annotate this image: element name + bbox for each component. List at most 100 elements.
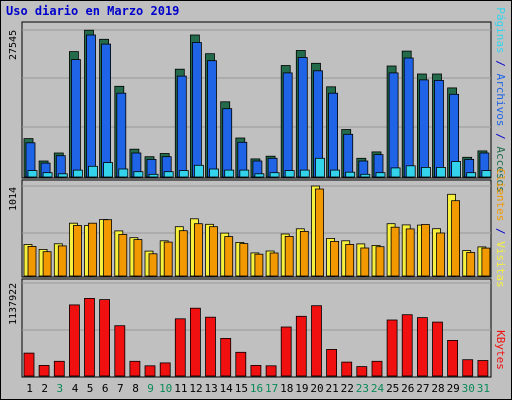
- xtick-day-11: 11: [174, 382, 187, 395]
- xtick-day-8: 8: [132, 382, 139, 395]
- xtick-day-4: 4: [72, 382, 79, 395]
- bar-visits-clientes-18: [284, 235, 294, 277]
- bar-visits-clientes-5: [88, 222, 97, 277]
- bar-visits-clientes-27: [420, 224, 430, 277]
- side-label-hits-part-3: /: [494, 126, 507, 146]
- bar-hits-archivos-21: [328, 92, 339, 178]
- bar-hits-pginas-25: [390, 167, 401, 178]
- xtick-day-3: 3: [56, 382, 63, 395]
- bar-visits-clientes-11: [178, 230, 188, 277]
- xtick-day-18: 18: [280, 382, 293, 395]
- bar-hits-pginas-29: [451, 161, 462, 178]
- bar-hits-pginas-3: [57, 173, 68, 178]
- xtick-day-16: 16: [250, 382, 263, 395]
- bar-kbytes-kbytes-8: [129, 360, 141, 377]
- bar-kbytes-kbytes-5: [84, 297, 95, 377]
- bar-kbytes-kbytes-22: [341, 361, 353, 377]
- xtick-day-23: 23: [356, 382, 369, 395]
- bar-kbytes-kbytes-23: [356, 366, 368, 377]
- bar-hits-archivos-18: [282, 72, 293, 178]
- bar-hits-pginas-9: [148, 173, 159, 178]
- side-label-visits-part-0: Clientes: [494, 168, 507, 221]
- xtick-day-28: 28: [431, 382, 444, 395]
- bar-hits-pginas-4: [73, 169, 83, 178]
- bar-kbytes-kbytes-16: [250, 364, 262, 377]
- bar-hits-archivos-11: [176, 75, 187, 178]
- ytick-visits: 1014: [8, 187, 19, 211]
- bar-hits-pginas-15: [239, 169, 250, 178]
- bar-visits-clientes-19: [299, 230, 309, 277]
- bar-kbytes-kbytes-14: [220, 337, 232, 377]
- bar-hits-pginas-17: [269, 172, 280, 178]
- bar-hits-archivos-26: [403, 57, 414, 178]
- xtick-day-26: 26: [401, 382, 414, 395]
- bar-visits-clientes-7: [118, 234, 128, 277]
- side-label-kbytes: KBytes: [494, 330, 507, 370]
- bar-kbytes-kbytes-15: [235, 351, 247, 377]
- bar-hits-pginas-20: [315, 157, 325, 178]
- bar-kbytes-kbytes-6: [99, 299, 110, 377]
- bar-visits-clientes-2: [42, 251, 52, 277]
- side-label-hits: Páginas / Archivos / Accesos: [494, 7, 507, 192]
- ytick-kbytes: 1137922: [8, 283, 19, 325]
- bar-visits-clientes-17: [269, 252, 279, 277]
- bar-hits-pginas-23: [360, 173, 371, 178]
- bar-hits-pginas-16: [254, 173, 265, 178]
- bar-hits-pginas-22: [345, 171, 356, 178]
- side-label-hits-part-0: Páginas: [494, 7, 507, 53]
- xtick-day-6: 6: [102, 382, 109, 395]
- bar-kbytes-kbytes-9: [144, 365, 156, 377]
- bar-visits-clientes-24: [375, 246, 385, 277]
- bar-hits-archivos-22: [343, 133, 354, 178]
- bar-hits-pginas-11: [178, 170, 189, 178]
- bar-kbytes-kbytes-13: [205, 316, 216, 377]
- bar-hits-archivos-7: [116, 92, 127, 178]
- bar-hits-archivos-19: [297, 57, 308, 178]
- bar-hits-pginas-31: [481, 170, 492, 178]
- bar-hits-archivos-13: [207, 60, 217, 178]
- bar-kbytes-kbytes-26: [401, 314, 413, 377]
- bar-hits-pginas-30: [466, 172, 477, 178]
- bar-visits-clientes-30: [466, 252, 476, 277]
- bar-kbytes-kbytes-30: [462, 359, 474, 377]
- bar-visits-clientes-20: [315, 188, 324, 277]
- side-label-hits-part-1: /: [494, 54, 507, 74]
- side-label-visits: Clientes / Visitas: [494, 168, 507, 287]
- side-label-kbytes-part-0: KBytes: [494, 330, 507, 370]
- bar-visits-clientes-3: [57, 245, 67, 277]
- bar-hits-pginas-19: [299, 169, 310, 178]
- bar-hits-archivos-27: [418, 79, 429, 178]
- xtick-day-22: 22: [341, 382, 354, 395]
- chart-title: Uso diario en Marzo 2019: [6, 4, 179, 18]
- side-label-hits-part-2: Archivos: [494, 74, 507, 127]
- bar-hits-pginas-14: [224, 169, 235, 178]
- bar-visits-clientes-15: [239, 243, 249, 277]
- bar-visits-clientes-31: [481, 247, 491, 277]
- bar-hits-pginas-10: [163, 171, 174, 178]
- bar-hits-pginas-18: [284, 170, 295, 178]
- xtick-day-7: 7: [117, 382, 124, 395]
- bar-hits-pginas-24: [375, 172, 386, 178]
- bar-kbytes-kbytes-29: [447, 339, 459, 377]
- xtick-day-1: 1: [26, 382, 33, 395]
- xtick-day-9: 9: [147, 382, 154, 395]
- side-label-visits-part-2: Visitas: [494, 241, 507, 287]
- bar-kbytes-kbytes-24: [371, 360, 383, 377]
- side-label-hits-part-4: Accesos: [494, 146, 507, 192]
- xtick-day-21: 21: [325, 382, 338, 395]
- bar-hits-pginas-8: [133, 171, 144, 178]
- bar-kbytes-kbytes-12: [189, 307, 201, 377]
- bar-visits-clientes-4: [73, 225, 82, 277]
- ytick-hits: 27545: [8, 30, 19, 60]
- xtick-day-15: 15: [235, 382, 248, 395]
- xtick-day-27: 27: [416, 382, 429, 395]
- xtick-day-13: 13: [204, 382, 217, 395]
- bar-visits-clientes-21: [330, 240, 340, 277]
- bar-hits-pginas-1: [27, 170, 38, 178]
- bar-hits-pginas-12: [193, 164, 204, 178]
- bar-hits-archivos-14: [222, 108, 233, 178]
- xtick-day-12: 12: [189, 382, 202, 395]
- side-label-visits-part-1: /: [494, 221, 507, 241]
- bar-kbytes-kbytes-21: [326, 348, 338, 377]
- bar-hits-pginas-21: [330, 169, 341, 178]
